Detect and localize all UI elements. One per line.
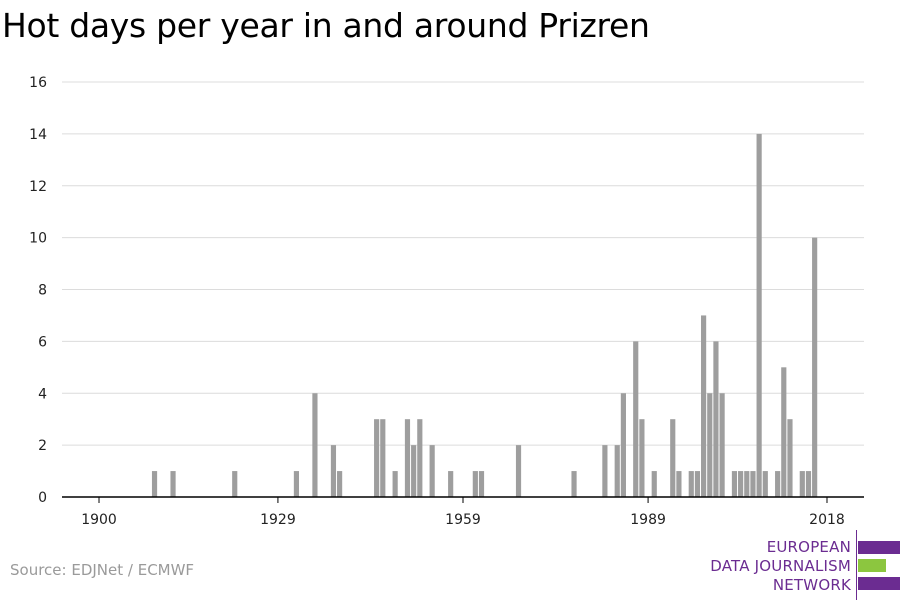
bar [719, 393, 725, 497]
y-axis-labels: 0 2 4 6 8 10 12 14 16 [29, 75, 47, 506]
bar [707, 393, 713, 497]
bar [688, 471, 694, 497]
bar [448, 471, 454, 497]
bar [417, 419, 423, 497]
y-tick-label: 6 [38, 334, 47, 350]
chart-title: Hot days per year in and around Prizren [2, 6, 650, 45]
bar [731, 471, 738, 497]
bar [738, 471, 744, 497]
bar [756, 133, 762, 497]
bar [750, 471, 756, 497]
x-tick-label: 1989 [630, 512, 666, 528]
bar [799, 471, 805, 497]
logo-text-line-2: DATA JOURNALISM [710, 557, 851, 575]
bar [781, 367, 787, 497]
bar [571, 471, 577, 497]
bar [602, 445, 608, 497]
bar [380, 419, 386, 497]
bar [614, 445, 620, 497]
bar [429, 445, 435, 497]
bar [374, 419, 380, 497]
y-tick-label: 2 [38, 438, 47, 454]
bar [472, 471, 478, 497]
bar [744, 471, 750, 497]
bar [515, 445, 522, 497]
bar [232, 471, 238, 497]
bar [392, 471, 398, 497]
bar [639, 419, 645, 497]
bar [404, 419, 411, 497]
x-axis-labels: 1900 1929 1959 1989 2018 [81, 512, 845, 528]
bar [293, 471, 300, 497]
edjnet-logo[interactable]: EUROPEAN DATA JOURNALISM NETWORK [700, 530, 900, 600]
bar [694, 471, 701, 497]
logo-bar-bottom [858, 577, 900, 590]
bar [478, 471, 485, 497]
y-tick-label: 4 [38, 386, 47, 402]
logo-text-line-1: EUROPEAN [766, 538, 851, 556]
bar [620, 393, 626, 497]
logo-text-line-3: NETWORK [772, 576, 851, 594]
gridlines [62, 81, 864, 446]
bar [701, 315, 707, 497]
bar [330, 445, 337, 497]
y-tick-label: 12 [29, 179, 47, 195]
x-axis [62, 496, 864, 503]
bar [713, 341, 719, 497]
bar [337, 471, 343, 497]
bar [676, 471, 682, 497]
x-tick-label: 1900 [81, 512, 117, 528]
bar [762, 471, 768, 497]
bar [151, 471, 158, 497]
y-tick-label: 10 [29, 231, 47, 247]
bar [651, 471, 657, 497]
bar [670, 419, 676, 497]
bar [633, 341, 639, 497]
x-tick-label: 1959 [445, 512, 481, 528]
bar [812, 237, 818, 497]
logo-bar-middle [858, 559, 886, 572]
logo-divider [856, 530, 857, 600]
bar-chart: 0 2 4 6 8 10 12 14 16 1900 1929 1959 1989 2018 [29, 75, 864, 528]
bar [170, 471, 176, 497]
source-note: Source: EDJNet / ECMWF [10, 561, 195, 579]
y-tick-label: 16 [29, 75, 47, 91]
x-tick-label: 1929 [260, 512, 296, 528]
y-tick-label: 14 [29, 127, 47, 143]
bar [312, 393, 318, 497]
bar [787, 419, 793, 497]
bar [805, 471, 812, 497]
y-tick-label: 0 [38, 490, 47, 506]
bars [151, 133, 818, 497]
x-tick-label: 2018 [809, 512, 845, 528]
y-tick-label: 8 [38, 283, 47, 299]
bar [775, 471, 781, 497]
bar [411, 445, 417, 497]
logo-bar-top [858, 541, 900, 554]
